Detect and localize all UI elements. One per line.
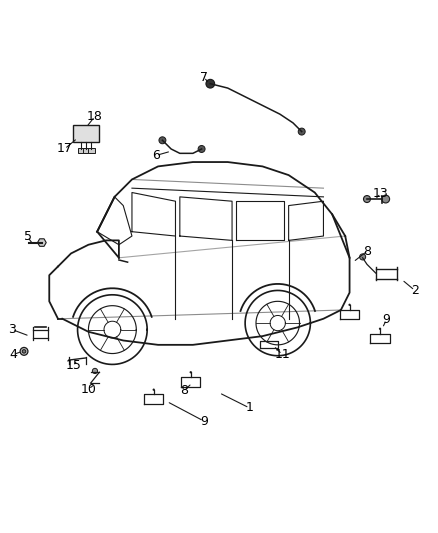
Text: 13: 13 xyxy=(373,187,389,200)
Text: 9: 9 xyxy=(383,313,391,326)
Circle shape xyxy=(379,328,381,330)
Circle shape xyxy=(20,348,28,356)
Circle shape xyxy=(348,304,351,306)
Circle shape xyxy=(360,254,366,260)
Circle shape xyxy=(159,137,166,144)
Text: 17: 17 xyxy=(57,142,72,156)
Text: 7: 7 xyxy=(200,71,208,84)
Text: 6: 6 xyxy=(152,149,160,162)
Circle shape xyxy=(190,371,192,374)
Circle shape xyxy=(22,350,26,353)
Circle shape xyxy=(207,80,214,87)
Circle shape xyxy=(92,368,98,374)
Circle shape xyxy=(298,128,305,135)
Text: 4: 4 xyxy=(10,348,18,361)
Polygon shape xyxy=(38,239,46,246)
Circle shape xyxy=(364,196,371,203)
Text: 2: 2 xyxy=(411,284,419,297)
Circle shape xyxy=(198,146,205,152)
Text: 8: 8 xyxy=(180,384,188,397)
Text: 8: 8 xyxy=(363,245,371,258)
Bar xyxy=(83,148,90,154)
Bar xyxy=(78,148,85,154)
Bar xyxy=(73,125,99,142)
Circle shape xyxy=(152,389,155,391)
Text: 1: 1 xyxy=(246,401,254,415)
Text: 15: 15 xyxy=(65,359,81,372)
Text: 11: 11 xyxy=(274,348,290,361)
Circle shape xyxy=(206,79,215,88)
Bar xyxy=(88,148,95,154)
Circle shape xyxy=(382,195,390,203)
Text: 18: 18 xyxy=(87,110,103,123)
Text: 10: 10 xyxy=(81,383,96,395)
Text: 5: 5 xyxy=(24,230,32,244)
Text: 9: 9 xyxy=(200,415,208,427)
Text: 3: 3 xyxy=(8,323,16,336)
